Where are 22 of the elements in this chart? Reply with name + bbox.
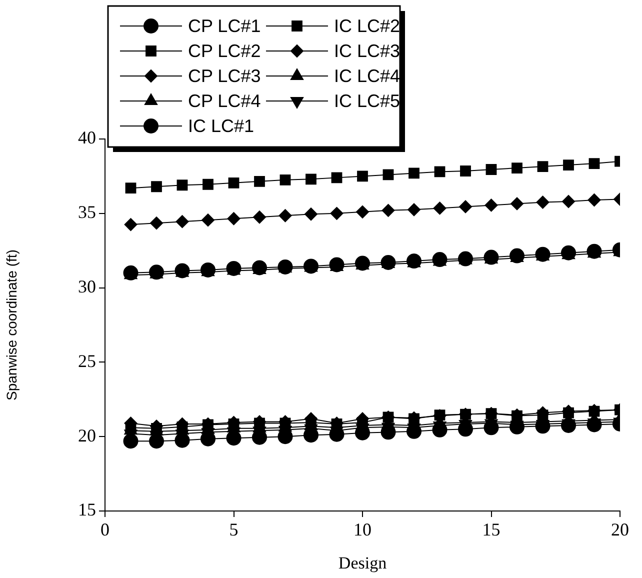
y-tick-label: 30	[78, 276, 96, 297]
y-tick-label: 35	[78, 202, 96, 222]
legend-label: IC LC#2	[334, 16, 400, 36]
legend-label: IC LC#5	[334, 90, 400, 111]
legend-label: CP LC#4	[188, 90, 261, 111]
y-axis-title: Spanwise coordinate (ft)	[3, 250, 20, 400]
legend-label: CP LC#1	[188, 16, 261, 36]
legend-label: IC LC#4	[334, 66, 400, 86]
y-tick-label: 40	[78, 128, 96, 148]
x-tick-label: 10	[354, 520, 372, 540]
x-axis-title: Design	[338, 553, 388, 572]
legend-label: IC LC#1	[188, 116, 254, 136]
x-tick-label: 5	[229, 520, 238, 540]
y-tick-label: 15	[78, 500, 96, 520]
y-tick-label: 25	[78, 350, 96, 371]
x-tick-label: 0	[100, 520, 110, 540]
legend-label: CP LC#3	[188, 66, 261, 86]
x-tick-label: 20	[611, 520, 629, 540]
x-tick-label: 15	[482, 520, 500, 540]
legend-label: IC LC#3	[334, 40, 400, 61]
legend-label: CP LC#2	[188, 40, 261, 61]
y-tick-label: 20	[78, 425, 96, 446]
